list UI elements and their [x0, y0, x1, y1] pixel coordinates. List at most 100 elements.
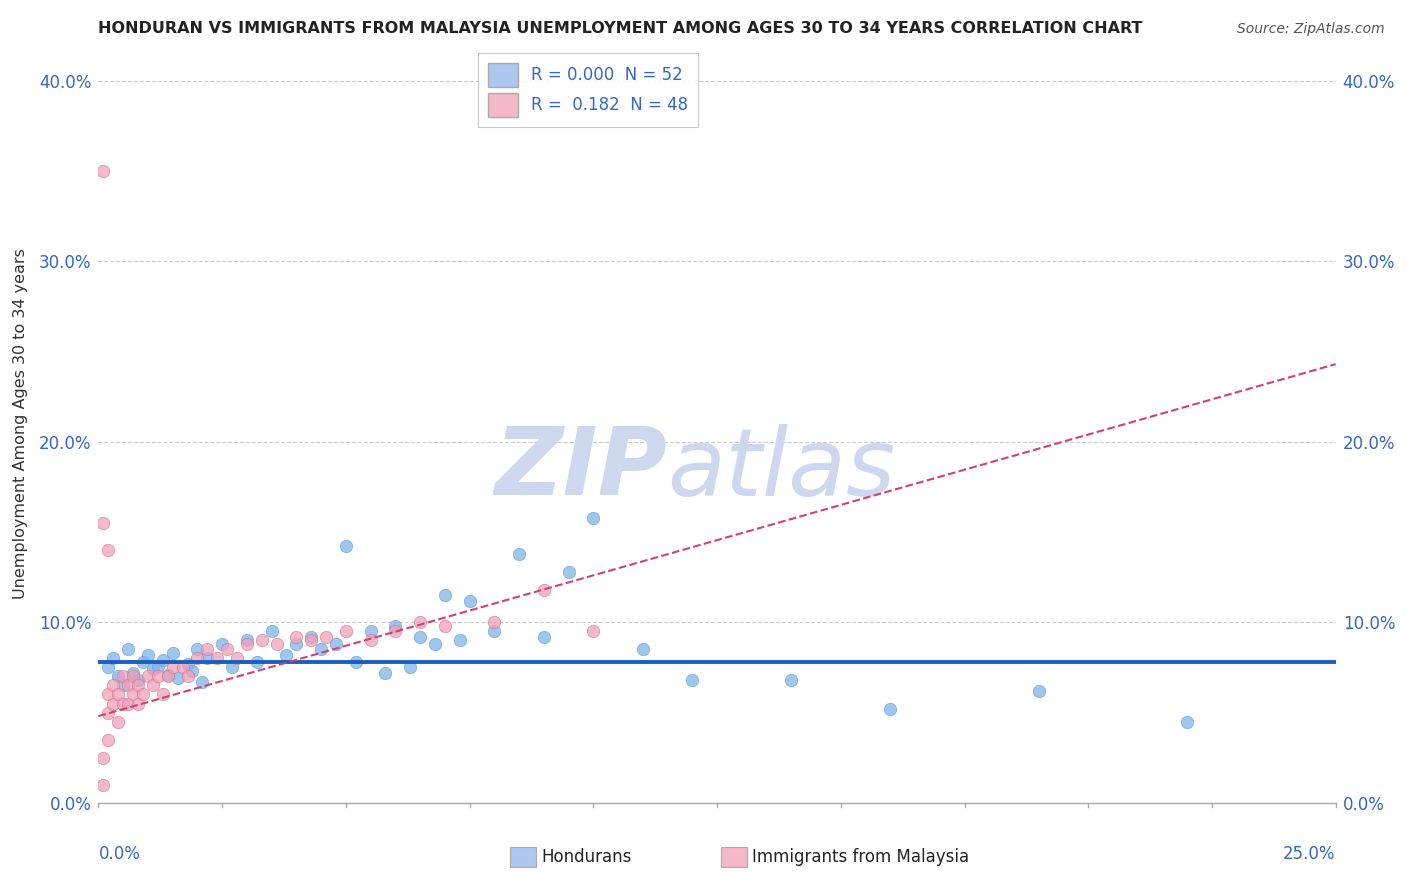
Point: [681, 673, 703, 687]
Point: [409, 615, 432, 630]
Text: Source: ZipAtlas.com: Source: ZipAtlas.com: [1237, 22, 1385, 37]
Point: [260, 624, 283, 639]
Point: [631, 642, 654, 657]
Point: [122, 665, 145, 680]
Point: [186, 651, 208, 665]
Point: [226, 651, 249, 665]
Point: [146, 658, 169, 673]
Point: [107, 688, 129, 702]
Point: [299, 630, 322, 644]
Point: [285, 637, 308, 651]
Point: [299, 633, 322, 648]
Point: [246, 655, 269, 669]
Point: [315, 630, 337, 644]
Text: HONDURAN VS IMMIGRANTS FROM MALAYSIA UNEMPLOYMENT AMONG AGES 30 TO 34 YEARS CORR: HONDURAN VS IMMIGRANTS FROM MALAYSIA UNE…: [98, 21, 1143, 37]
Point: [236, 633, 259, 648]
Point: [374, 665, 396, 680]
Point: [276, 648, 298, 662]
Point: [250, 633, 273, 648]
Point: [533, 582, 555, 597]
Point: [152, 688, 174, 702]
Point: [458, 593, 481, 607]
Point: [136, 648, 159, 662]
Point: [97, 660, 120, 674]
Point: [360, 624, 382, 639]
Point: [93, 750, 115, 764]
Point: [152, 653, 174, 667]
Point: [211, 637, 233, 651]
Point: [132, 655, 155, 669]
Point: [117, 642, 139, 657]
Point: [217, 642, 239, 657]
Point: [93, 164, 115, 178]
Point: [205, 651, 228, 665]
Point: [107, 669, 129, 683]
Point: [384, 619, 406, 633]
Point: [360, 633, 382, 648]
Point: [195, 642, 218, 657]
Point: [409, 630, 432, 644]
Point: [266, 637, 288, 651]
Point: [181, 664, 204, 678]
Point: [142, 678, 165, 692]
Point: [156, 667, 179, 681]
Text: ZIP: ZIP: [495, 423, 668, 516]
Point: [107, 714, 129, 729]
Point: [879, 702, 901, 716]
Point: [484, 615, 506, 630]
Point: [93, 516, 115, 530]
Point: [166, 671, 188, 685]
Point: [156, 669, 179, 683]
Point: [195, 651, 218, 665]
Point: [142, 662, 165, 676]
Point: [172, 660, 194, 674]
Point: [582, 624, 605, 639]
Point: [533, 630, 555, 644]
Point: [1028, 684, 1050, 698]
Point: [399, 660, 422, 674]
Point: [122, 669, 145, 683]
Point: [112, 678, 135, 692]
Y-axis label: Unemployment Among Ages 30 to 34 years: Unemployment Among Ages 30 to 34 years: [13, 248, 28, 599]
Point: [384, 624, 406, 639]
Point: [146, 669, 169, 683]
Point: [433, 588, 456, 602]
Text: Immigrants from Malaysia: Immigrants from Malaysia: [752, 848, 969, 866]
Point: [122, 688, 145, 702]
Point: [191, 674, 214, 689]
Point: [484, 624, 506, 639]
Point: [97, 732, 120, 747]
Point: [103, 697, 125, 711]
Point: [557, 565, 579, 579]
Point: [112, 669, 135, 683]
Point: [97, 706, 120, 720]
Text: 0.0%: 0.0%: [98, 845, 141, 863]
Point: [127, 697, 149, 711]
Legend: R = 0.000  N = 52, R =  0.182  N = 48: R = 0.000 N = 52, R = 0.182 N = 48: [478, 53, 699, 127]
Point: [423, 637, 446, 651]
Point: [221, 660, 243, 674]
Point: [93, 778, 115, 792]
Point: [176, 657, 198, 671]
Point: [176, 669, 198, 683]
Point: [236, 637, 259, 651]
Point: [117, 697, 139, 711]
Point: [582, 510, 605, 524]
Text: atlas: atlas: [668, 424, 896, 515]
Point: [132, 688, 155, 702]
Point: [309, 642, 332, 657]
Point: [162, 660, 184, 674]
Point: [112, 697, 135, 711]
Point: [127, 678, 149, 692]
Point: [449, 633, 471, 648]
Point: [162, 646, 184, 660]
Point: [433, 619, 456, 633]
Point: [97, 688, 120, 702]
Point: [335, 540, 357, 554]
Point: [103, 678, 125, 692]
Point: [186, 642, 208, 657]
Point: [344, 655, 367, 669]
Point: [325, 637, 347, 651]
Point: [127, 673, 149, 687]
Point: [780, 673, 803, 687]
